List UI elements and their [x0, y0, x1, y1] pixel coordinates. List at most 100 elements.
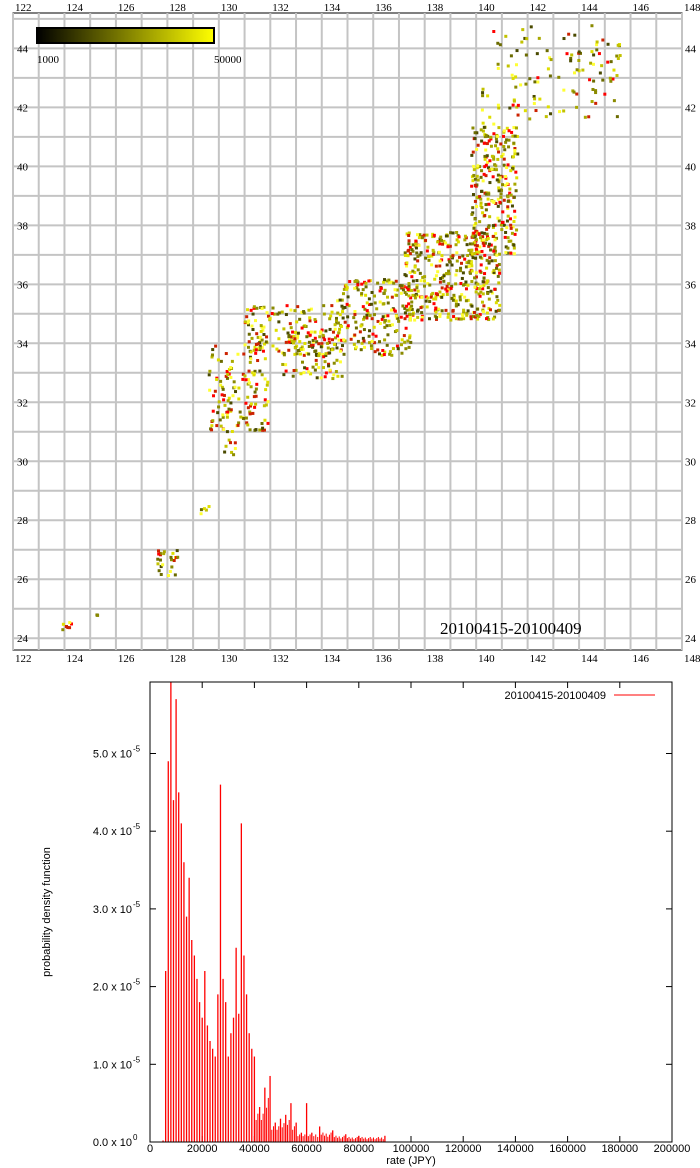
- y-tick-exponent: -5: [133, 1055, 141, 1064]
- map-point: [413, 296, 417, 300]
- map-point: [506, 236, 510, 240]
- map-point: [481, 308, 485, 312]
- map-point: [476, 178, 480, 182]
- map-point: [445, 292, 449, 296]
- map-point: [277, 320, 281, 324]
- map-point: [482, 244, 486, 248]
- map-point: [256, 359, 260, 363]
- map-point: [471, 206, 475, 210]
- map-point: [255, 306, 259, 310]
- map-point: [592, 79, 596, 83]
- histogram-y-tick-labels: 0.0 x 10 01.0 x 10 -52.0 x 10 -53.0 x 10 -54…: [93, 744, 141, 1149]
- map-point: [158, 551, 162, 555]
- map-point: [438, 259, 442, 263]
- map-point: [414, 239, 418, 243]
- map-point: [406, 253, 410, 257]
- map-point: [230, 450, 234, 454]
- map-point: [255, 382, 259, 386]
- y-tick-exponent: 0: [133, 1133, 138, 1142]
- map-point: [490, 291, 494, 295]
- map-point: [305, 351, 309, 355]
- map-point: [322, 312, 326, 316]
- map-point: [502, 129, 506, 133]
- map-point: [489, 248, 493, 252]
- map-point: [356, 339, 360, 343]
- map-point: [410, 248, 414, 252]
- map-point: [455, 259, 459, 263]
- map-point: [252, 395, 256, 399]
- map-point: [322, 366, 326, 370]
- x-tick-label: 180000: [601, 1143, 638, 1155]
- map-point: [575, 92, 579, 96]
- map-point: [491, 317, 495, 321]
- map-point: [474, 290, 478, 294]
- map-point: [367, 297, 371, 301]
- map-point: [344, 283, 348, 287]
- map-point: [388, 350, 392, 354]
- map-point: [385, 295, 389, 299]
- map-point: [438, 290, 442, 294]
- map-y-tick-left: 26: [17, 574, 29, 586]
- map-x-tick-top: 128: [169, 2, 186, 14]
- map-point: [359, 348, 363, 352]
- map-point: [496, 62, 500, 66]
- map-point: [519, 83, 523, 87]
- map-point: [486, 291, 490, 295]
- map-point: [478, 165, 482, 169]
- x-tick-label: 100000: [393, 1143, 430, 1155]
- map-point: [438, 264, 442, 268]
- map-point: [509, 200, 513, 204]
- map-point: [512, 252, 516, 256]
- map-point: [413, 270, 417, 274]
- map-point: [480, 206, 484, 210]
- map-point: [227, 396, 231, 400]
- map-point: [483, 213, 487, 217]
- map-point: [464, 280, 468, 284]
- map-point: [403, 306, 407, 310]
- map-point: [437, 307, 441, 311]
- map-point: [230, 359, 234, 363]
- map-point: [471, 234, 475, 238]
- map-point: [361, 288, 365, 292]
- map-point: [204, 508, 208, 512]
- map-point: [338, 327, 342, 331]
- map-point: [225, 415, 229, 419]
- map-point: [479, 284, 483, 288]
- map-point: [431, 248, 435, 252]
- map-point: [497, 252, 501, 256]
- map-point: [481, 280, 485, 284]
- map-y-tick-left: 34: [17, 338, 29, 350]
- map-point: [487, 297, 491, 301]
- map-point: [473, 252, 477, 256]
- map-point: [387, 281, 391, 285]
- map-point: [509, 239, 513, 243]
- map-point: [478, 269, 482, 273]
- map-point: [501, 152, 505, 156]
- map-point: [370, 317, 374, 321]
- map-point: [575, 68, 579, 72]
- map-point: [514, 170, 518, 174]
- map-point: [444, 287, 448, 291]
- map-point: [594, 101, 598, 105]
- map-point: [292, 369, 296, 373]
- map-point: [157, 569, 161, 573]
- map-point: [364, 293, 368, 297]
- map-point: [258, 428, 262, 432]
- map-point: [496, 197, 500, 201]
- map-point: [513, 148, 517, 152]
- map-point: [493, 238, 497, 242]
- map-point: [500, 220, 504, 224]
- map-point: [470, 264, 474, 268]
- map-point: [481, 235, 485, 239]
- map-point: [513, 215, 517, 219]
- map-point: [475, 166, 479, 170]
- map-point: [424, 256, 428, 260]
- map-point: [467, 248, 471, 252]
- map-point: [349, 337, 353, 341]
- map-point: [225, 430, 229, 434]
- map-point: [336, 311, 340, 315]
- map-point: [429, 295, 433, 299]
- map-point: [448, 259, 452, 263]
- map-point: [471, 256, 475, 260]
